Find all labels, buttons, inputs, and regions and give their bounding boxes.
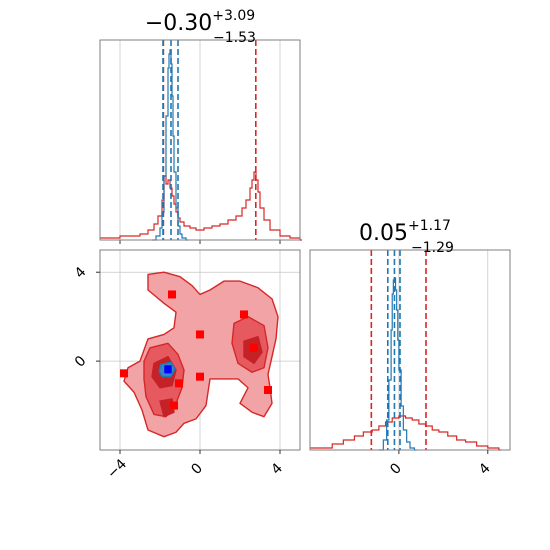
x2-marginal-frame [309,249,511,451]
x1-title-lower: −1.53 [213,30,256,46]
x2-tick-label-0: 0 [387,460,405,478]
joint-sample-marker-8 [170,401,178,410]
x2-marginal-plot-area [310,250,502,451]
x2-title-lower: −1.29 [411,240,454,256]
x2-marginal-title: 0.05+1.17 −1.29 [359,218,454,256]
joint-sample-marker-5 [196,372,204,381]
joint-contour-level-7 [164,365,172,374]
joint-x-tick-label-1: 0 [188,460,206,478]
x1-title-value: −0.30 [145,11,212,36]
joint-sample-marker-3 [250,343,258,352]
joint-y-tick-label-0: 0 [72,353,90,371]
x2-title-upper: +1.17 [408,218,451,234]
joint-x-tick-label-0: −4 [104,456,130,482]
x1-marginal-panel: −0.30+3.09 −1.53 [99,8,302,244]
joint-sample-marker-6 [120,369,128,378]
joint-panel: −4 0 4 0 4 [72,249,301,482]
joint-y-tick-label-1: 4 [72,264,90,282]
x1-marginal-title: −0.30+3.09 −1.53 [145,8,256,46]
x2-title-value: 0.05 [359,221,408,246]
joint-x-tick-label-2: 4 [268,460,286,478]
x1-marginal-frame [99,39,301,241]
x1-histogram-series-0 [100,171,302,241]
joint-sample-marker-0 [168,290,176,299]
x2-histogram-series-1 [378,277,417,451]
x1-histogram-series-1 [152,49,188,241]
joint-sample-marker-2 [196,330,204,339]
joint-plot-area [100,250,300,450]
x2-histogram-series-0 [310,415,502,451]
x1-marginal-plot-area [100,40,302,244]
joint-sample-marker-1 [240,310,248,319]
x2-tick-label-1: 4 [476,460,494,478]
x1-title-upper: +3.09 [212,8,255,24]
joint-sample-marker-7 [264,386,272,394]
joint-sample-marker-4 [175,379,183,388]
